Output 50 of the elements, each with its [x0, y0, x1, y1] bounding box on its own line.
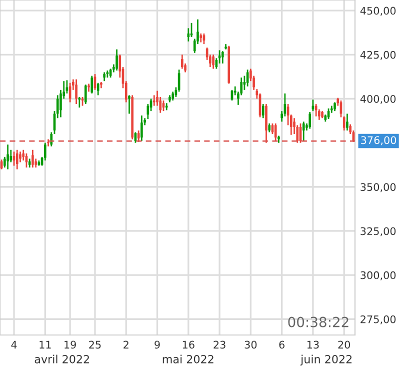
- candlestick: [78, 96, 81, 108]
- candlestick: [84, 84, 87, 105]
- x-tick-label: 23: [214, 340, 226, 349]
- candlestick: [96, 82, 100, 96]
- x-tick-label: 13: [307, 340, 319, 349]
- candlestick: [152, 94, 156, 106]
- candlestick: [44, 142, 46, 162]
- candlestick: [16, 149, 18, 170]
- candlestick: [221, 50, 224, 64]
- x-tick-label: 4: [11, 340, 17, 348]
- x-tick-label: 25: [89, 340, 101, 349]
- y-tick-label: 400,00: [360, 94, 396, 104]
- x-tick-label: 11: [40, 340, 51, 348]
- annotation: 00:38:22: [288, 316, 348, 328]
- candlestick: [137, 130, 140, 143]
- candlestick: [75, 78, 78, 105]
- x-tick-label: 20: [338, 340, 350, 349]
- candlestick: [50, 132, 53, 148]
- text: avril 2022: [34, 354, 89, 364]
- x-tick-label: 30: [244, 340, 257, 349]
- candlestick: [274, 122, 277, 142]
- candlestick: [342, 116, 346, 132]
- x-tick-label: 16: [182, 340, 194, 349]
- x-tick-label: 19: [64, 340, 76, 349]
- candlestick: [190, 22, 193, 38]
- candlestick: [6, 144, 9, 170]
- candlestick: [128, 94, 130, 114]
- x-tick-label: 9: [154, 340, 160, 349]
- x-tick-label: 2: [124, 340, 128, 348]
- candlestick: [140, 114, 143, 142]
- candlestick: [116, 48, 118, 72]
- y-tick-label: 425,00: [360, 50, 396, 60]
- text: mai 2022: [162, 354, 214, 364]
- candlestick: [327, 108, 330, 120]
- text: juin 2022: [300, 354, 352, 366]
- candlestick: [181, 54, 184, 70]
- y-tick-label: 325,00: [360, 227, 396, 236]
- candlestick: [302, 120, 305, 142]
- candlestick: [32, 149, 34, 168]
- y-tick-label: 300,00: [360, 271, 396, 280]
- y-tick-label: 450,00: [360, 6, 396, 16]
- candlestick: [308, 111, 312, 130]
- candlestick: [262, 103, 264, 119]
- y-tick-label: 350,00: [360, 183, 396, 192]
- y-tick-label: 275,00: [360, 315, 396, 324]
- candlestick: [212, 54, 214, 70]
- ref-line-label: 376,00: [361, 136, 396, 146]
- candlestick: [346, 113, 348, 132]
- candlestick: [90, 75, 94, 94]
- x-tick-label: 6: [279, 340, 284, 349]
